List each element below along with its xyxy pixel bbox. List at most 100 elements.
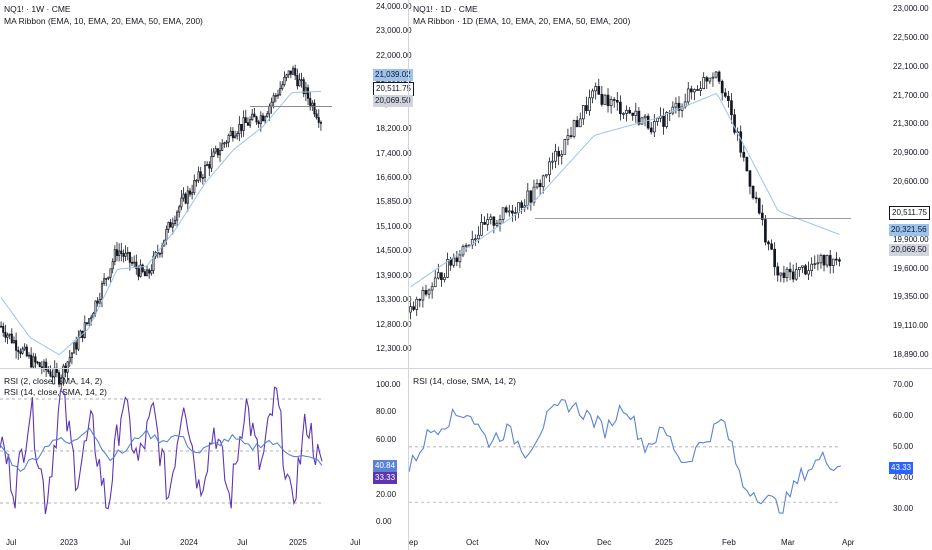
left-price-candle <box>266 113 269 118</box>
right-price-candle <box>464 244 468 247</box>
left-rsi-tick-label: 80.00 <box>376 407 397 417</box>
left-price-candle <box>96 300 99 304</box>
right-time-tick-label: Nov <box>535 538 550 547</box>
left-price-candle <box>146 269 149 277</box>
left-price-tick-label: 13,900.00 <box>376 270 412 280</box>
left-price-candle <box>182 193 185 199</box>
left-price-candle <box>218 150 222 156</box>
left-price-candle <box>261 115 265 122</box>
left-chart-title: NQ1! · 1W · CME <box>4 4 71 14</box>
left-price-candle <box>274 94 277 97</box>
right-price-tick-label: 19,600.00 <box>893 263 929 273</box>
left-price-candle <box>236 133 239 137</box>
left-price-candle <box>291 68 295 75</box>
left-price-candle <box>137 268 140 277</box>
left-price-candle <box>300 79 303 81</box>
right-time-tick-label: Apr <box>842 538 855 547</box>
left-price-candle <box>270 101 273 107</box>
right-price-candle <box>838 259 841 262</box>
left-price-candle <box>171 223 174 228</box>
right-price-candle <box>776 266 780 276</box>
right-price-candle <box>526 190 530 207</box>
left-price-candle <box>68 357 71 363</box>
left-price-candle <box>79 330 82 339</box>
right-rsi14-line <box>408 398 842 514</box>
left-price-candle <box>148 269 151 274</box>
left-section-divider[interactable] <box>0 368 932 369</box>
right-price-candle <box>665 112 668 127</box>
left-price-candle <box>83 322 86 338</box>
right-price-candle <box>492 216 496 226</box>
left-price-candle <box>221 143 224 151</box>
left-price-chart[interactable] <box>0 0 370 391</box>
right-price-candle <box>615 99 619 103</box>
right-price-candle <box>455 257 459 263</box>
right-price-candle <box>409 306 412 313</box>
right-price-candle <box>739 131 743 153</box>
right-price-candle <box>720 80 724 94</box>
left-chart-pane[interactable]: NQ1! · 1W · CME MA Ribbon (EMA, 10, EMA,… <box>0 0 414 550</box>
left-price-candle <box>27 354 31 357</box>
left-price-candle <box>199 171 202 178</box>
left-price-tick-label: 18,200.00 <box>376 124 412 134</box>
left-rsi14-label: RSI (14, close, SMA, 14, 2) <box>4 387 107 397</box>
right-price-candle <box>816 262 820 265</box>
right-price-chart[interactable] <box>409 0 887 345</box>
left-price-candle <box>167 221 170 230</box>
pane-divider[interactable] <box>408 0 409 550</box>
left-price-candle <box>214 148 217 153</box>
right-price-candle <box>770 243 773 250</box>
left-price-candle <box>92 312 95 318</box>
right-price-candle <box>427 289 431 295</box>
left-ema-tag: 21,039.02 <box>373 69 413 81</box>
left-price-candle <box>19 351 22 354</box>
right-price-candle <box>779 272 783 276</box>
right-chart-pane[interactable]: NQ1! · 1D · CME MA Ribbon · 1D (EMA, 10,… <box>408 0 932 550</box>
left-price-candle <box>36 361 39 364</box>
left-price-candle <box>227 135 230 143</box>
right-price-candle <box>831 258 835 267</box>
left-price-candle <box>203 165 207 178</box>
left-price-candle <box>296 75 299 87</box>
right-price-candle <box>807 270 810 275</box>
right-price-candle <box>575 120 579 128</box>
left-price-candle <box>66 361 69 373</box>
left-price-candle <box>51 375 54 378</box>
right-price-candle <box>785 268 789 278</box>
right-price-candle <box>511 210 514 214</box>
left-price-candle <box>49 371 52 377</box>
left-price-candle <box>70 352 73 358</box>
left-price-candle <box>75 342 78 350</box>
right-chart-title: NQ1! · 1D · CME <box>413 4 478 14</box>
left-price-candle <box>25 346 28 357</box>
left-rsi-chart[interactable] <box>0 372 370 522</box>
left-price-candle <box>285 74 288 78</box>
left-price-tick-label: 22,000.00 <box>376 50 412 60</box>
left-price-tick-label: 12,300.00 <box>376 344 412 353</box>
right-price-candle <box>748 170 752 187</box>
left-price-candle <box>249 119 252 126</box>
left-price-candle <box>85 322 88 325</box>
left-price-candle <box>64 365 67 373</box>
left-price-candle <box>47 369 50 373</box>
left-time-tick-label: 2023 <box>60 538 78 547</box>
right-price-candle <box>486 219 490 225</box>
right-rsi-chart[interactable] <box>408 372 887 522</box>
left-price-tick-label: 13,300.00 <box>376 295 412 305</box>
right-price-tick-label: 22,100.00 <box>893 61 929 71</box>
right-price-candle <box>760 212 764 220</box>
right-time-tick-label: Dec <box>597 538 612 547</box>
right-price-candle <box>609 99 613 107</box>
right-price-candle <box>597 86 601 95</box>
right-price-tick-label: 19,110.00 <box>893 321 928 331</box>
left-price-candle <box>120 250 123 255</box>
right-price-candle <box>424 290 428 295</box>
right-time-tick-label: 2025 <box>655 538 673 547</box>
left-price-candle <box>208 164 211 169</box>
right-price-candle <box>591 90 594 99</box>
left-price-candle <box>57 372 61 385</box>
right-price-candle <box>764 219 767 243</box>
left-price-candle <box>225 141 228 144</box>
right-price-candle <box>835 258 838 261</box>
right-price-candle <box>415 298 419 310</box>
